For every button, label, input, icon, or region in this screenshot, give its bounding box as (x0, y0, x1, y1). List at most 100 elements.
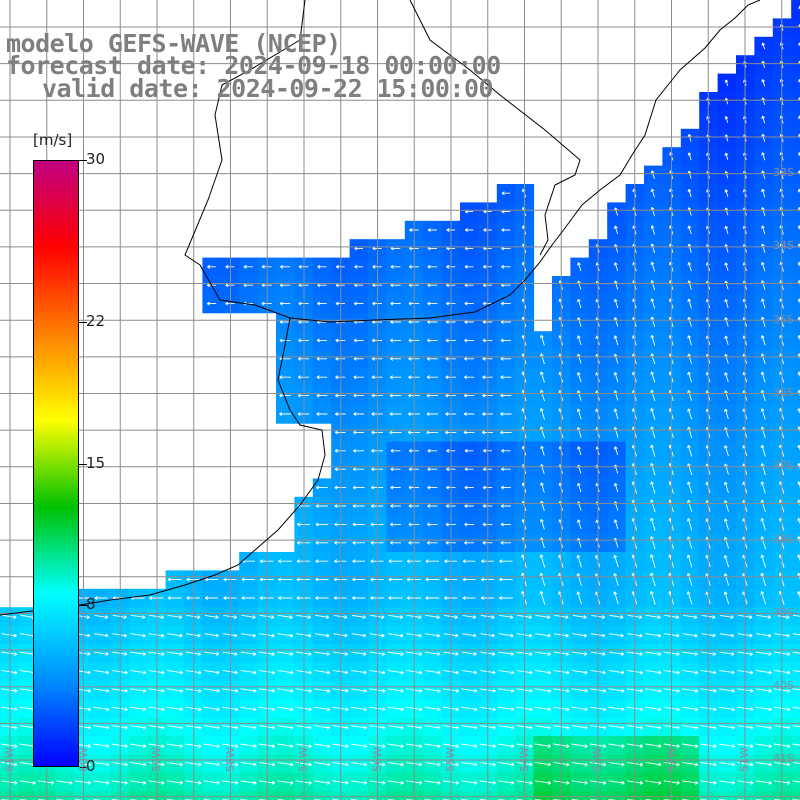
wind-arrow (426, 412, 439, 416)
wind-arrow (687, 481, 693, 494)
wind-speed-cell (791, 220, 800, 240)
wind-arrow (241, 577, 255, 582)
wind-arrow (645, 706, 662, 712)
wind-arrow (724, 116, 729, 123)
wind-arrow (650, 298, 656, 309)
wind-arrow (130, 725, 147, 730)
wind-arrow (755, 780, 772, 785)
latitude-label: 33S (773, 166, 794, 179)
wind-arrow (792, 743, 800, 746)
wind-arrow (315, 596, 329, 600)
wind-arrow (500, 320, 511, 324)
wind-arrow (720, 614, 734, 619)
wind-arrow (461, 670, 478, 675)
wind-arrow (350, 688, 367, 693)
wind-arrow (718, 761, 735, 767)
wind-arrow (792, 633, 800, 636)
wind-arrow (464, 264, 474, 269)
wind-arrow (792, 651, 800, 654)
wind-arrow (390, 301, 401, 306)
wind-arrow (277, 633, 294, 638)
wind-arrow (500, 412, 512, 416)
wind-arrow (682, 614, 698, 620)
wind-arrow (111, 761, 128, 767)
wind-arrow (719, 670, 735, 675)
wind-speed-cell (791, 607, 800, 627)
wind-arrow (608, 761, 625, 767)
wind-speed-cell (92, 791, 111, 800)
wind-speed-cell (791, 496, 800, 516)
wind-arrow (390, 504, 401, 508)
wind-speed-cell (791, 754, 800, 774)
wind-arrow (277, 688, 294, 693)
wind-arrow (797, 243, 800, 249)
wind-arrow (426, 540, 438, 545)
wind-arrow (760, 371, 766, 383)
wind-arrow (204, 596, 219, 600)
wind-arrow (571, 761, 588, 767)
wind-speed-cell (791, 644, 800, 663)
wind-arrow (755, 688, 772, 693)
wind-arrow (755, 761, 772, 767)
wind-speed-cell (754, 791, 774, 800)
wind-arrow (645, 688, 662, 693)
wind-arrow (388, 633, 404, 638)
wind-arrow (277, 651, 294, 656)
wind-arrow (461, 743, 478, 748)
wind-arrow (650, 462, 656, 476)
wind-arrow (388, 577, 403, 582)
wind-arrow (650, 334, 656, 346)
wind-speed-cell (791, 625, 800, 645)
wind-arrow (609, 614, 624, 619)
wind-arrow (571, 669, 588, 675)
colorbar-tick-mark (79, 160, 87, 161)
wind-arrow (760, 426, 766, 439)
wind-arrow (352, 522, 365, 527)
wind-arrow (577, 262, 582, 272)
wind-arrow (760, 444, 766, 457)
title-valid-date: valid date: 2024-09-22 15:00:00 (42, 74, 494, 103)
wind-arrow (571, 688, 588, 693)
wind-arrow (277, 743, 294, 748)
wind-arrow (240, 651, 257, 656)
wind-arrow (687, 188, 692, 198)
wind-speed-cell (460, 791, 479, 800)
wind-arrow (204, 614, 219, 619)
wind-speed-cell (791, 423, 800, 443)
wind-arrow (425, 577, 440, 582)
wind-speed-cell (791, 680, 800, 700)
wind-arrow (650, 554, 656, 568)
wind-arrow (682, 651, 698, 656)
wind-arrow (166, 761, 183, 767)
wind-arrow (797, 280, 800, 286)
wind-arrow (724, 335, 729, 346)
wind-arrow (719, 651, 735, 656)
wind-arrow (682, 761, 699, 767)
wind-arrow (650, 206, 655, 217)
wind-arrow (687, 444, 693, 457)
wind-arrow (279, 412, 292, 416)
wind-arrow (353, 338, 364, 343)
wind-arrow (279, 301, 291, 306)
wind-arrow (718, 706, 735, 712)
wind-arrow (500, 430, 512, 435)
wind-arrow (279, 320, 291, 324)
wind-arrow (723, 591, 730, 605)
wind-arrow (424, 688, 441, 693)
wind-speed-cell (312, 791, 332, 800)
wind-arrow (314, 651, 330, 656)
wind-arrow (148, 706, 165, 712)
wind-arrow (461, 688, 478, 693)
wind-arrow (427, 228, 437, 232)
wind-arrow (204, 633, 219, 638)
wind-speed-cell (791, 349, 800, 369)
wind-arrow (461, 706, 478, 712)
wind-arrow (130, 633, 146, 638)
wind-arrow (464, 467, 474, 472)
wind-arrow (498, 688, 515, 693)
wind-arrow (686, 518, 693, 531)
wind-arrow (650, 316, 656, 328)
wind-speed-cell (791, 515, 800, 535)
wind-arrow (387, 761, 404, 767)
wind-arrow (500, 356, 512, 361)
